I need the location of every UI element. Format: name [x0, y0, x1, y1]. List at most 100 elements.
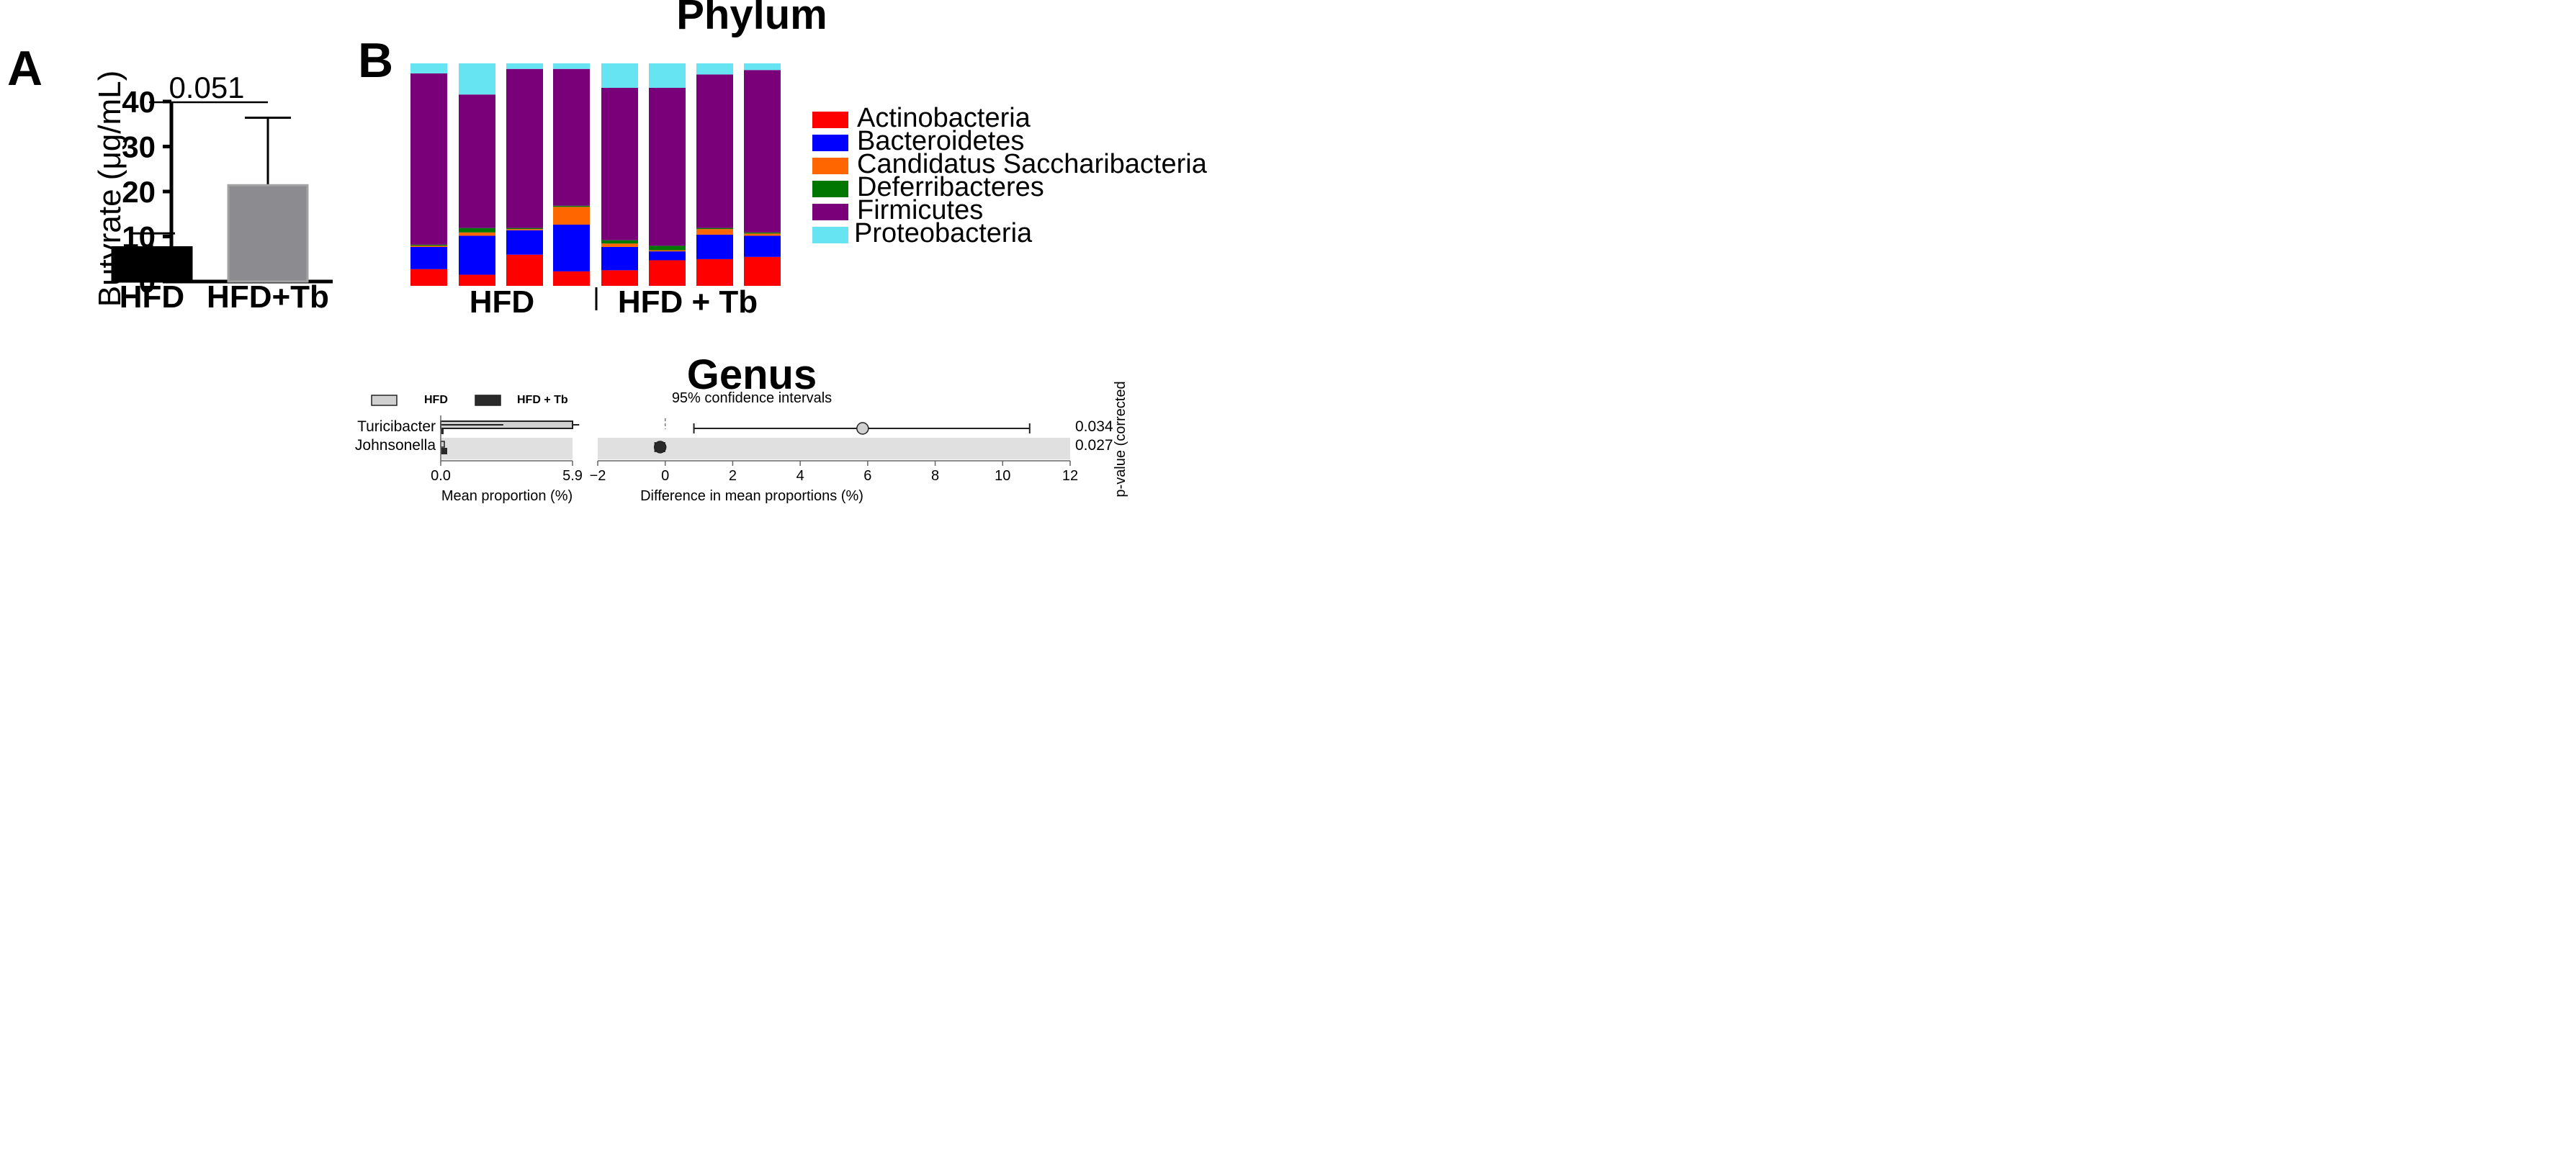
bar-hfd-tb [227, 184, 309, 283]
left-tick-label-0: 0.0 [431, 468, 451, 484]
segment-proteobacteria [553, 63, 590, 69]
genus-name-turicibacter: Turicibacter [357, 418, 436, 435]
left-plot-xlabel: Mean proportion (%) [441, 488, 573, 504]
segment-bacteroidetes [744, 235, 781, 257]
legend-label: Firmicutes [857, 195, 983, 225]
segment-firmicutes [601, 87, 638, 240]
segment-actinobacteria [410, 269, 447, 286]
segment-candidatus-saccharibacteria [553, 207, 590, 225]
phylum-title: Phylum [676, 0, 827, 38]
y-tick-label: 30 [122, 130, 156, 164]
x-tick-label: 8 [931, 468, 939, 484]
left-tick-label-59: 5.9 [562, 468, 583, 484]
phylum-stacked-bars [410, 63, 781, 286]
legend-swatch [812, 135, 848, 151]
segment-candidatus-saccharibacteria [459, 232, 495, 236]
segment-bacteroidetes [649, 251, 686, 261]
segment-candidatus-saccharibacteria [601, 243, 638, 247]
legend-label: Proteobacteria [854, 218, 1033, 248]
segment-candidatus-saccharibacteria [696, 229, 733, 235]
ci-title: 95% confidence intervals [672, 390, 832, 406]
right-plot-xlabel: Difference in mean proportions (%) [640, 488, 863, 504]
segment-proteobacteria [744, 63, 781, 71]
p-value-turicibacter: 0.034 [1075, 418, 1113, 435]
segment-proteobacteria [649, 63, 686, 88]
difference-plot: −2 0 2 4 6 8 10 12 [590, 418, 1078, 484]
segment-firmicutes [506, 68, 543, 228]
p-value-axis-label: p-value (corrected [1113, 381, 1128, 497]
bar-hfd [111, 246, 193, 283]
legend-label: Actinobacteria [857, 103, 1031, 133]
x-tick-label: 0 [661, 468, 669, 484]
group-label-hfd-tb: HFD + Tb [618, 284, 758, 320]
x-tick-label: 12 [1062, 468, 1078, 484]
row-band-right [598, 438, 1070, 459]
segment-firmicutes [744, 70, 781, 233]
segment-firmicutes [459, 94, 495, 228]
panel-b: B Phylum HFD HFD + Tb ActinobacteriaBact… [358, 0, 1208, 320]
x-tick-label: 2 [729, 468, 737, 484]
segment-firmicutes [410, 73, 447, 245]
segment-proteobacteria [696, 63, 733, 75]
segment-actinobacteria [744, 256, 781, 286]
legend-swatch-hfd-tb [475, 395, 501, 406]
x-tick-label: 10 [995, 468, 1010, 484]
row-band-left [441, 438, 573, 459]
segment-actinobacteria [601, 270, 638, 286]
difference-point-johnsonella [653, 441, 667, 454]
genus-panel: Genus HFD HFD + Tb 95% confidence interv… [355, 351, 1128, 504]
legend-label: Candidatus Saccharibacteria [857, 149, 1208, 179]
segment-deferribacteres [459, 228, 495, 233]
p-value-johnsonella: 0.027 [1075, 437, 1113, 454]
segment-deferribacteres [410, 244, 447, 246]
segment-firmicutes [696, 74, 733, 228]
x-tick-label: HFD [120, 279, 184, 315]
panel-a-marks: HFD HFD+Tb [111, 117, 329, 315]
legend-label: Bacteroidetes [857, 126, 1024, 156]
segment-actinobacteria [696, 258, 733, 286]
legend-swatch [812, 204, 848, 220]
segment-bacteroidetes [696, 234, 733, 259]
segment-candidatus-saccharibacteria [506, 229, 543, 230]
segment-firmicutes [649, 87, 686, 246]
x-tick-label: 4 [796, 468, 804, 484]
legend-swatch [812, 227, 848, 243]
panel-a-letter: A [7, 41, 42, 96]
segment-deferribacteres [601, 240, 638, 244]
difference-point-turicibacter [856, 422, 869, 435]
segment-candidatus-saccharibacteria [744, 233, 781, 236]
segment-deferribacteres [553, 205, 590, 207]
legend-swatch [812, 158, 848, 174]
legend-swatch [812, 181, 848, 197]
segment-proteobacteria [506, 63, 543, 69]
group-label-hfd: HFD [470, 284, 534, 320]
segment-deferribacteres [506, 228, 543, 230]
genus-bar-hfd-tb-johnsonella [441, 448, 447, 454]
segment-actinobacteria [459, 274, 495, 286]
genus-title: Genus [687, 351, 817, 398]
segment-bacteroidetes [506, 230, 543, 255]
significance-label: 0.051 [169, 71, 244, 104]
genus-name-johnsonella: Johnsonella [355, 437, 436, 454]
y-tick-label: 20 [122, 175, 156, 209]
segment-firmicutes [553, 68, 590, 206]
segment-proteobacteria [601, 63, 638, 88]
legend-swatch-hfd [371, 395, 398, 406]
segment-actinobacteria [649, 260, 686, 286]
x-tick-label: HFD+Tb [207, 279, 329, 315]
segment-deferribacteres [696, 228, 733, 230]
segment-proteobacteria [459, 63, 495, 95]
segment-actinobacteria [553, 271, 590, 286]
x-tick-label: −2 [590, 468, 606, 484]
segment-bacteroidetes [459, 235, 495, 275]
segment-bacteroidetes [410, 246, 447, 269]
legend-label-hfd: HFD [424, 394, 448, 406]
legend-label: Deferribacteres [857, 172, 1044, 202]
x-tick-label: 6 [863, 468, 871, 484]
segment-proteobacteria [410, 63, 447, 73]
segment-bacteroidetes [553, 225, 590, 271]
legend-label-hfd-tb: HFD + Tb [517, 394, 568, 406]
